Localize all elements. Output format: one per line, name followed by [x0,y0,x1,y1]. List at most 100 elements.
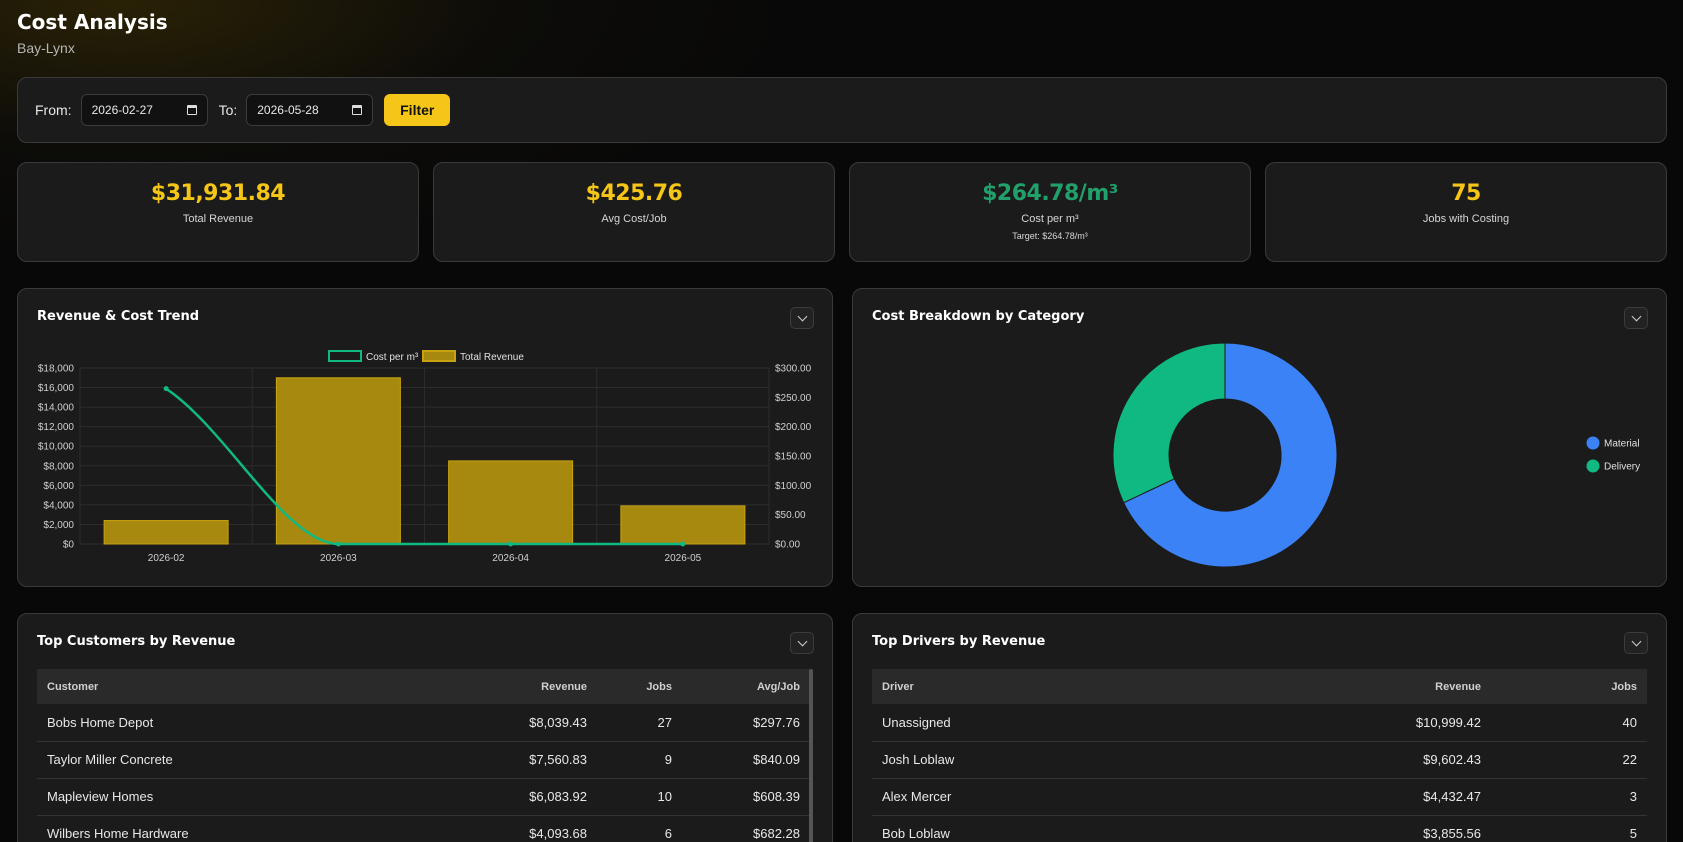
y-tick-label: $12,000 [38,422,75,433]
x-tick-label: 2026-03 [320,553,357,564]
jobs-cell: 40 [1491,704,1647,742]
y-tick-label: $18,000 [38,364,75,375]
legend-label: Total Revenue [460,352,524,363]
revenue-bar [448,460,574,545]
driver-name: Bob Loblaw [872,815,1322,842]
y-tick-label: $0 [63,540,75,551]
cost-per-m3-point [163,386,169,392]
collapse-button[interactable] [1624,307,1648,329]
stat-value: $31,931.84 [150,181,286,206]
collapse-button[interactable] [1624,632,1648,654]
stat-target: Target: $264.78/m³ [1012,231,1088,241]
avg-job-cell: $840.09 [682,741,810,779]
stat-card-jobs-costing: 75 Jobs with Costing [1265,162,1667,262]
stat-value: 75 [1451,181,1481,206]
stat-caption: Jobs with Costing [1422,213,1510,225]
from-date-input[interactable]: 2026-02-27 [80,94,208,126]
customer-name: Taylor Miller Concrete [37,741,437,779]
stat-caption: Cost per m³ [1021,213,1079,225]
from-label: From: [35,102,72,118]
chevron-down-icon [1631,636,1641,647]
calendar-icon[interactable] [352,105,363,115]
legend-label: Delivery [1604,462,1640,473]
top-drivers-card: Top Drivers by Revenue Driver Revenue Jo… [852,613,1667,842]
legend-label: Material [1604,439,1640,450]
y-tick-label: $16,000 [38,383,75,394]
table-row[interactable]: Unassigned $10,999.42 40 [872,704,1647,742]
column-header[interactable]: Revenue [437,669,597,704]
column-header[interactable]: Driver [872,669,1322,704]
table-row[interactable]: Alex Mercer $4,432.47 3 [872,778,1647,816]
x-tick-label: 2026-02 [148,553,185,564]
revenue-cell: $4,432.47 [1322,778,1491,816]
y-tick-label: $8,000 [43,461,74,472]
scrollbar[interactable] [809,669,813,842]
column-header[interactable]: Avg/Job [682,669,810,704]
to-date-value: 2026-05-28 [257,103,319,117]
legend-label: Cost per m³ [366,352,419,363]
pie-slice-material [1122,342,1338,568]
table-row[interactable]: Taylor Miller Concrete $7,560.83 9 $840.… [37,741,810,779]
stat-value: $264.78/m³ [982,181,1118,206]
jobs-cell: 6 [597,815,682,842]
column-header[interactable]: Customer [37,669,437,704]
calendar-icon[interactable] [186,105,197,115]
revenue-cell: $6,083.92 [437,778,597,816]
stat-card-total-revenue: $31,931.84 Total Revenue [17,162,419,262]
jobs-cell: 10 [597,778,682,816]
revenue-bar [620,505,746,545]
jobs-cell: 3 [1491,778,1647,816]
y2-tick-label: $150.00 [775,452,812,463]
stat-card-avg-cost: $425.76 Avg Cost/Job [433,162,835,262]
stat-caption: Total Revenue [182,213,254,225]
pie-slice-delivery [1112,342,1226,504]
revenue-cost-trend-card: Revenue & Cost Trend $0 $2,000 $4,000 $6,00… [17,288,833,587]
customer-name: Bobs Home Depot [37,704,437,742]
revenue-bar [275,377,401,545]
cost-per-m3-point [508,541,514,547]
table-row[interactable]: Wilbers Home Hardware $4,093.68 6 $682.2… [37,815,810,842]
x-tick-label: 2026-04 [492,553,529,564]
filter-button[interactable]: Filter [384,94,451,126]
jobs-cell: 22 [1491,741,1647,779]
table-row[interactable]: Mapleview Homes $6,083.92 10 $608.39 [37,778,810,816]
avg-job-cell: $297.76 [682,704,810,742]
legend-swatch [328,350,362,362]
stat-caption: Avg Cost/Job [601,213,667,225]
collapse-button[interactable] [790,307,814,329]
table-row[interactable]: Bobs Home Depot $8,039.43 27 $297.76 [37,704,810,742]
column-header[interactable]: Jobs [1491,669,1647,704]
cost-breakdown-chart: Material Delivery [1112,342,1640,568]
cost-per-m3-line [165,387,683,546]
jobs-cell: 27 [597,704,682,742]
column-header[interactable]: Revenue [1322,669,1491,704]
customer-name: Wilbers Home Hardware [37,815,437,842]
to-date-input[interactable]: 2026-05-28 [246,94,374,126]
driver-name: Josh Loblaw [872,741,1322,779]
collapse-button[interactable] [790,632,814,654]
card-title: Revenue & Cost Trend [37,309,200,324]
stat-card-cost-per-m3: $264.78/m³ Cost per m³ Target: $264.78/m… [849,162,1251,262]
revenue-cell: $3,855.56 [1322,815,1491,842]
cost-per-m3-point [335,541,341,547]
table-row[interactable]: Bob Loblaw $3,855.56 5 [872,815,1647,842]
revenue-cell: $7,560.83 [437,741,597,779]
table-row[interactable]: Josh Loblaw $9,602.43 22 [872,741,1647,779]
column-header[interactable]: Jobs [597,669,682,704]
to-label: To: [218,102,238,118]
jobs-cell: 5 [1491,815,1647,842]
avg-job-cell: $608.39 [682,778,810,816]
y2-tick-label: $250.00 [775,393,812,404]
company-name: Bay-Lynx [17,40,75,56]
y2-tick-label: $200.00 [775,422,812,433]
top-customers-card: Top Customers by Revenue Customer Revenu… [17,613,833,842]
date-filter-bar: From: 2026-02-27 To: 2026-05-28 Filter [17,77,1667,143]
driver-name: Unassigned [872,704,1322,742]
y2-tick-label: $0.00 [775,540,800,551]
jobs-cell: 9 [597,741,682,779]
y-tick-label: $2,000 [43,520,74,531]
y2-tick-label: $50.00 [775,510,806,521]
y2-tick-label: $100.00 [775,481,812,492]
y2-tick-label: $300.00 [775,364,812,375]
revenue-cell: $8,039.43 [437,704,597,742]
